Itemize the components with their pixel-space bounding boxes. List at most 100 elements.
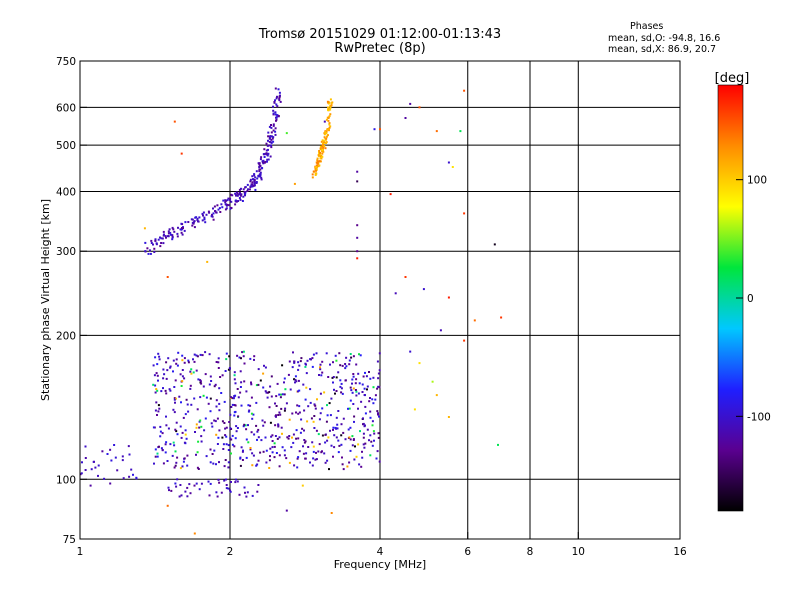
data-point bbox=[364, 424, 366, 427]
data-point bbox=[132, 473, 134, 476]
data-point bbox=[180, 385, 183, 387]
data-point bbox=[311, 441, 314, 444]
data-point bbox=[296, 466, 299, 469]
data-point bbox=[212, 212, 215, 215]
data-point bbox=[165, 441, 168, 444]
data-point bbox=[158, 358, 161, 361]
y-tick-label: 200 bbox=[56, 330, 76, 342]
data-point bbox=[225, 435, 228, 438]
data-point bbox=[181, 359, 184, 362]
x-axis-ticks: 1 2 4 6 8 10 16 bbox=[77, 532, 687, 558]
data-point bbox=[223, 465, 226, 468]
data-point bbox=[329, 106, 332, 109]
data-point bbox=[167, 235, 170, 238]
data-point bbox=[243, 362, 246, 365]
data-point bbox=[294, 375, 297, 378]
data-point bbox=[361, 456, 364, 459]
data-point bbox=[322, 150, 325, 153]
data-point bbox=[283, 393, 286, 396]
data-point bbox=[158, 355, 161, 358]
data-point bbox=[274, 130, 277, 133]
data-point bbox=[320, 451, 323, 454]
data-point bbox=[253, 184, 256, 187]
data-point bbox=[319, 145, 322, 148]
data-point bbox=[238, 193, 241, 196]
data-point bbox=[278, 99, 281, 102]
data-point bbox=[244, 192, 247, 195]
data-point bbox=[324, 147, 327, 150]
data-point bbox=[293, 378, 296, 381]
data-point bbox=[168, 489, 170, 492]
data-point bbox=[266, 154, 269, 157]
data-point bbox=[316, 162, 319, 165]
data-point bbox=[269, 385, 272, 388]
data-point bbox=[211, 213, 213, 216]
data-point bbox=[279, 396, 282, 399]
data-point bbox=[193, 353, 196, 356]
data-point bbox=[193, 484, 196, 487]
data-point bbox=[329, 105, 332, 107]
data-point bbox=[171, 226, 174, 229]
data-point bbox=[256, 490, 259, 493]
data-point bbox=[299, 431, 302, 434]
data-point bbox=[283, 377, 286, 380]
data-point bbox=[283, 381, 285, 384]
y-tick-label: 400 bbox=[56, 186, 76, 198]
data-point bbox=[377, 372, 380, 375]
data-point bbox=[172, 359, 175, 362]
data-point bbox=[328, 402, 331, 405]
chart-title-line-1: Tromsø 20151029 01:12:00-01:13:43 bbox=[258, 27, 502, 42]
data-point bbox=[224, 203, 227, 206]
data-point bbox=[378, 369, 381, 372]
data-point bbox=[243, 486, 246, 489]
data-point bbox=[103, 477, 106, 480]
data-point bbox=[298, 389, 301, 392]
data-point bbox=[366, 388, 368, 391]
x-tick-label: 16 bbox=[673, 546, 687, 558]
data-point bbox=[216, 204, 219, 207]
data-point bbox=[292, 433, 295, 436]
data-point bbox=[238, 188, 241, 191]
data-point bbox=[268, 144, 270, 147]
data-point bbox=[227, 487, 230, 490]
data-point bbox=[170, 489, 173, 492]
data-point bbox=[231, 194, 234, 197]
data-point bbox=[195, 482, 198, 485]
y-axis-ticks: 75 100 200 300 400 500 600 750 bbox=[56, 56, 87, 546]
data-point bbox=[209, 410, 212, 413]
data-point bbox=[323, 452, 326, 455]
data-point bbox=[174, 401, 176, 404]
data-point bbox=[251, 464, 254, 467]
data-point bbox=[212, 207, 214, 210]
data-point bbox=[348, 461, 351, 464]
data-point bbox=[288, 418, 291, 421]
data-point bbox=[218, 207, 221, 210]
data-point bbox=[321, 139, 324, 142]
data-point bbox=[238, 356, 241, 359]
data-point bbox=[239, 198, 242, 201]
data-point bbox=[155, 388, 158, 391]
data-point bbox=[180, 152, 183, 155]
data-point bbox=[164, 443, 167, 446]
data-point bbox=[298, 364, 301, 367]
data-point bbox=[379, 128, 381, 131]
data-point bbox=[404, 117, 407, 119]
data-point bbox=[162, 387, 164, 390]
data-point bbox=[268, 137, 271, 140]
data-point bbox=[341, 364, 344, 367]
data-point bbox=[315, 451, 317, 454]
data-point bbox=[163, 373, 166, 376]
data-point bbox=[205, 455, 208, 458]
data-point bbox=[164, 235, 167, 238]
data-point bbox=[354, 445, 356, 448]
data-point bbox=[418, 362, 421, 365]
data-point bbox=[283, 409, 286, 412]
data-point bbox=[321, 155, 324, 158]
data-point bbox=[364, 371, 366, 374]
data-point bbox=[230, 452, 232, 455]
data-point bbox=[246, 183, 249, 186]
data-point bbox=[304, 365, 307, 368]
data-point bbox=[362, 432, 365, 435]
data-point bbox=[319, 155, 322, 158]
data-point bbox=[156, 374, 159, 377]
